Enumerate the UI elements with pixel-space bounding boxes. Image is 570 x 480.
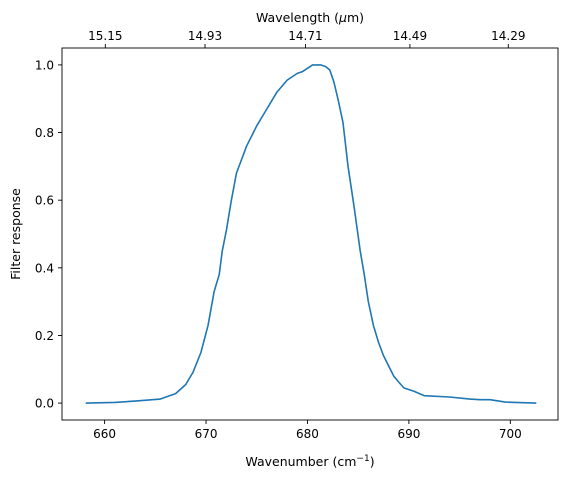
x-tick-label: 690 [397,427,420,441]
top-x-tick-label: 14.29 [491,29,525,43]
y-tick-label: 0.2 [35,329,54,343]
plot-area [85,64,537,404]
y-tick-label: 0.8 [35,126,54,140]
top-x-tick-label: 14.93 [188,29,222,43]
top-x-tick-label: 15.15 [88,29,122,43]
top-x-tick-label: 14.71 [288,29,322,43]
x-tick-label: 670 [195,427,218,441]
axes: 660 670 680 690 700 0.0 0.2 0.4 0.6 0.8 1.0 15.15 14… [35,29,559,441]
y-tick-label: 0.6 [35,194,54,208]
x-tick-label: 660 [93,427,116,441]
y-tick-label: 1.0 [35,58,54,72]
plot-frame [61,47,559,421]
filter-response-line [85,64,537,404]
top-x-tick-label: 14.49 [393,29,427,43]
y-tick-label: 0.4 [35,261,54,275]
y-axis-title: Filter response [8,188,23,280]
x-tick-label: 680 [296,427,319,441]
x-tick-label: 700 [499,427,522,441]
y-tick-label: 0.0 [35,397,54,411]
x-axis-title: Wavenumber (cm−1) [245,454,374,469]
top-x-axis-title: Wavelength (μm) [256,10,364,25]
